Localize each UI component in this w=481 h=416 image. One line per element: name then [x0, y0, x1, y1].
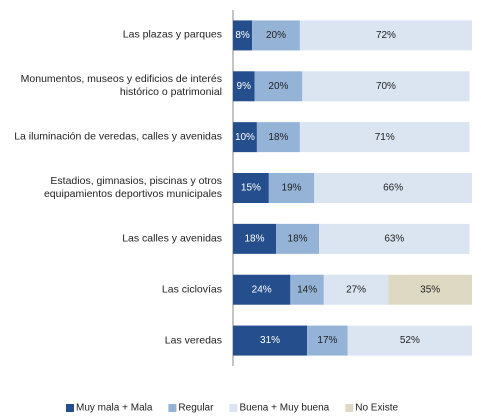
- bar-segment: [347, 325, 472, 356]
- value-label: 18%: [245, 233, 265, 244]
- category-label: Las plazas y parques: [122, 28, 222, 41]
- category-label: Estadios, gimnasios, piscinas y otros eq…: [43, 175, 222, 200]
- legend-label: Muy mala + Mala: [76, 403, 153, 414]
- bar-segment: [233, 325, 308, 356]
- bar-segment: [323, 274, 389, 305]
- value-label: 71%: [375, 132, 395, 143]
- value-label: 20%: [266, 30, 286, 41]
- bar-segment: [302, 71, 470, 102]
- category-label: Las ciclovías: [161, 283, 222, 296]
- bar-segment: [290, 274, 324, 305]
- bar-segment: [233, 20, 253, 51]
- bar-segment: [276, 223, 320, 254]
- category-label: La iluminación de veredas, calles y aven…: [14, 130, 222, 143]
- value-label: 19%: [282, 183, 302, 194]
- bar-segment: [299, 20, 472, 51]
- value-label: 9%: [237, 81, 252, 92]
- bar-segment: [314, 173, 472, 203]
- bar-segment: [233, 122, 257, 153]
- bar-segment: [233, 274, 291, 305]
- value-label: 63%: [384, 233, 404, 244]
- value-label: 15%: [241, 183, 261, 194]
- value-label: 18%: [268, 132, 288, 143]
- legend-swatch: [66, 404, 74, 412]
- value-label: 20%: [268, 81, 288, 92]
- value-label: 27%: [346, 284, 366, 295]
- category-label: Las calles y avenidas: [122, 232, 222, 245]
- bar-segment: [388, 274, 472, 305]
- value-label: 18%: [288, 233, 308, 244]
- bar-segment: [307, 325, 348, 356]
- legend-swatch: [168, 404, 177, 412]
- bar-segment: [233, 223, 277, 254]
- legend-swatch: [345, 404, 354, 412]
- value-label: 31%: [260, 335, 280, 346]
- value-label: 17%: [317, 335, 337, 346]
- bar-segment: [233, 173, 269, 203]
- value-label: 10%: [235, 132, 255, 143]
- bar-segment: [299, 122, 470, 153]
- legend-label: Regular: [178, 403, 214, 414]
- bar-segment: [256, 122, 300, 153]
- legend-label: No Existe: [355, 403, 398, 414]
- bar-segment: [254, 71, 303, 102]
- category-label: Las veredas: [164, 334, 222, 347]
- value-label: 72%: [376, 30, 396, 41]
- value-label: 8%: [235, 30, 250, 41]
- value-label: 70%: [376, 81, 396, 92]
- bar-segment: [252, 20, 300, 51]
- bar-segment: [233, 71, 255, 102]
- legend-label: Buena + Muy buena: [239, 403, 329, 414]
- value-label: 52%: [400, 335, 420, 346]
- bar-segment: [268, 173, 315, 203]
- legend-swatch: [229, 404, 238, 412]
- value-label: 35%: [420, 284, 440, 295]
- bar-segment: [319, 223, 470, 254]
- value-label: 24%: [252, 284, 272, 295]
- value-label: 14%: [297, 284, 317, 295]
- value-label: 66%: [383, 183, 403, 194]
- category-label: Monumentos, museos y edificios de interé…: [20, 73, 222, 99]
